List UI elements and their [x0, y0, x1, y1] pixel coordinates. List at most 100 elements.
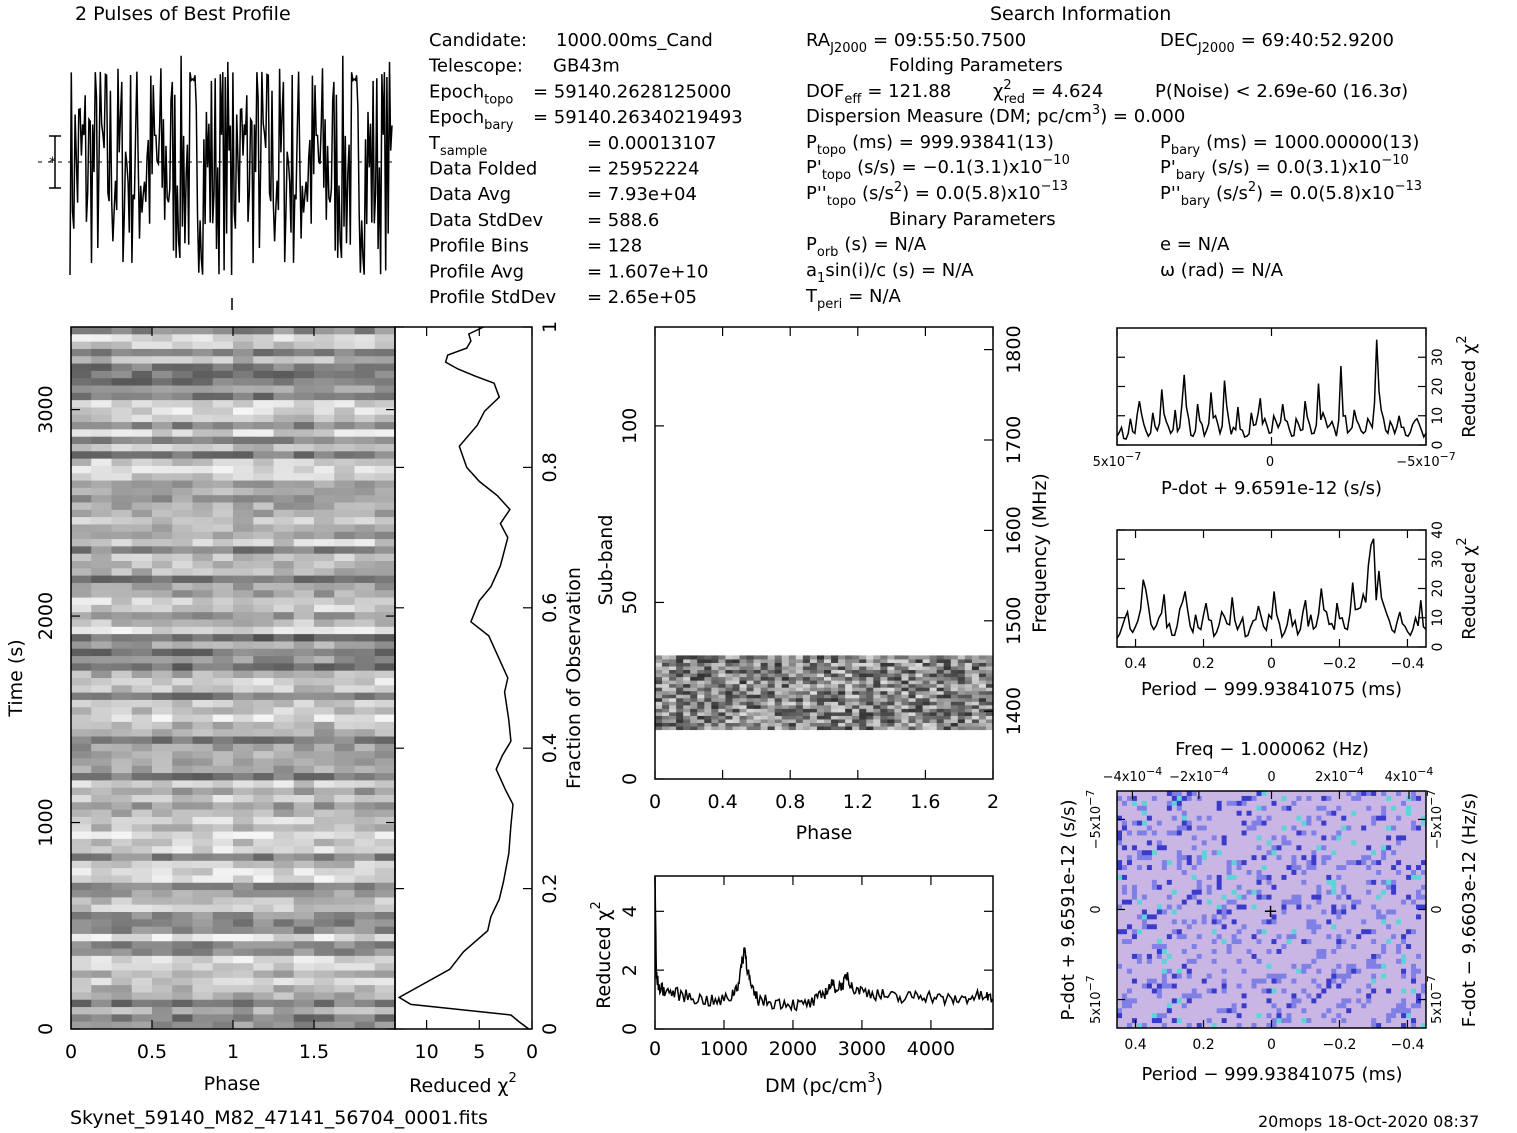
p-pdot-cell — [1396, 805, 1402, 812]
pdot-chi-xtick: 5x10−7 — [1093, 450, 1142, 470]
p-pdot-cell — [1361, 953, 1367, 960]
subband-cell — [683, 701, 691, 706]
p-pdot-cell — [1176, 973, 1183, 980]
p-pdot-cell — [1361, 884, 1367, 891]
time-phase-cell — [314, 436, 335, 445]
subband-cell — [859, 704, 867, 709]
p-pdot-cell — [1241, 830, 1247, 836]
p-pdot-cell — [1271, 870, 1277, 876]
p-pdot-cell — [1311, 845, 1317, 851]
subband-y2tick: 1500 — [1003, 597, 1025, 645]
time-phase-cell — [334, 465, 355, 474]
p-pdot-cell — [1346, 879, 1352, 886]
subband-cell — [831, 655, 839, 660]
p-pdot-cell — [1256, 874, 1262, 881]
p-pdot-cell — [1271, 944, 1277, 950]
time-phase-cell — [253, 736, 274, 745]
p-pdot-cell — [1261, 870, 1267, 876]
time-phase-cell — [374, 385, 396, 394]
time-phase-cell — [233, 517, 254, 525]
p-pdot-cell — [1236, 914, 1242, 920]
p-pdot-cell — [1311, 855, 1317, 861]
p-pdot-cell — [1281, 815, 1287, 822]
subband-cell — [809, 711, 818, 716]
p-pdot-cell — [1151, 899, 1158, 905]
time-phase-cell — [91, 356, 112, 365]
p-pdot-cell — [1396, 795, 1402, 802]
p-pdot-cell — [1411, 825, 1417, 831]
subband-cell — [774, 673, 783, 678]
subband-cell — [816, 687, 825, 692]
time-phase-cell — [71, 678, 92, 686]
p-pdot-cell — [1121, 850, 1128, 856]
time-phase-cell — [91, 1021, 112, 1030]
time-phase-cell — [334, 641, 355, 650]
p-pdot-cell — [1166, 934, 1173, 940]
subband-cell — [943, 718, 952, 723]
time-phase-cell — [131, 495, 153, 503]
p-pdot-cell — [1366, 949, 1372, 955]
time-phase-cell — [374, 831, 396, 840]
time-phase-cell — [172, 575, 193, 584]
subband-cell — [669, 718, 677, 723]
time-phase-cell — [192, 575, 214, 584]
p-pdot-cell — [1236, 791, 1242, 797]
p-pdot-cell — [1311, 904, 1317, 910]
p-pdot-cell — [1171, 865, 1178, 871]
time-phase-cell — [374, 502, 396, 511]
time-phase-cell — [192, 985, 214, 993]
p-pdot-cell — [1416, 944, 1422, 950]
time-phase-cell — [71, 795, 92, 803]
subband-cell — [845, 683, 853, 688]
time-phase-cell — [374, 626, 396, 635]
p-pdot-cell — [1117, 949, 1123, 955]
p-pdot-cell — [1206, 870, 1213, 876]
time-phase-cell — [71, 941, 92, 950]
time-phase-cell — [273, 721, 295, 730]
subband-cell — [760, 718, 769, 723]
time-phase-cell — [374, 992, 396, 1001]
subband-cell — [824, 704, 832, 709]
p-pdot-cell — [1117, 874, 1123, 881]
time-phase-cell — [192, 429, 214, 438]
subband-cell — [669, 676, 677, 681]
subband-cell — [816, 704, 825, 709]
time-phase-cell — [314, 765, 335, 774]
subband-cell — [901, 711, 909, 716]
p-pdot-cell — [1156, 810, 1163, 817]
p-pdot-cell — [1391, 791, 1397, 797]
p-pdot-cell — [1131, 939, 1138, 945]
time-phase-cell — [152, 1007, 173, 1015]
subband-cell — [767, 680, 776, 685]
p-pdot-cell — [1276, 894, 1282, 901]
subband-cell — [753, 726, 762, 731]
time-phase-cell — [192, 626, 214, 635]
p-pdot-cell — [1321, 830, 1327, 836]
subband-cell — [739, 676, 748, 681]
p-pdot-cell — [1176, 919, 1183, 925]
p-pdot-cell — [1291, 944, 1297, 950]
p-pdot-cell — [1276, 800, 1282, 807]
info-left-value: = 128 — [587, 236, 642, 257]
subband-cell — [725, 655, 733, 660]
time-phase-cell — [212, 904, 234, 913]
time-phase-cell — [253, 992, 274, 1001]
p-pdot-cell — [1301, 815, 1307, 822]
subband-cell — [711, 690, 719, 695]
time-phase-cell — [172, 502, 193, 511]
p-pdot-cell — [1371, 870, 1377, 876]
p-pdot-cell — [1216, 835, 1223, 841]
p-pdot-cell — [1371, 850, 1377, 856]
p-pdot-cell — [1301, 939, 1307, 945]
time-phase-cell — [172, 999, 193, 1008]
subband-cell — [788, 694, 797, 699]
time-phase-cell — [152, 714, 173, 723]
p-pdot-cell — [1336, 919, 1342, 925]
p-pdot-cell — [1196, 850, 1203, 856]
time-phase-cell — [293, 546, 315, 555]
p-pdot-cell — [1251, 845, 1257, 851]
p-pdot-cell — [1376, 944, 1382, 950]
subband-cell — [915, 715, 924, 720]
time-phase-cell — [354, 495, 376, 503]
p-pdot-cell — [1186, 939, 1193, 945]
